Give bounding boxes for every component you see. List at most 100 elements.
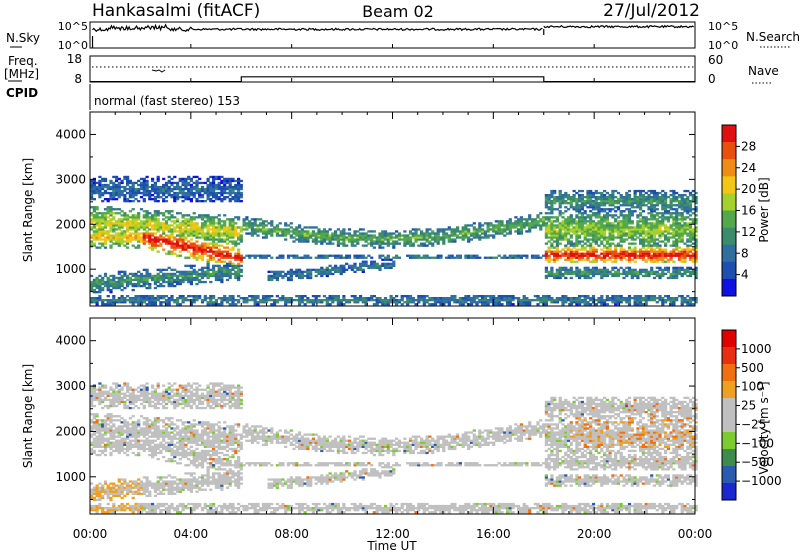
power-cell — [544, 194, 548, 197]
power-cell — [686, 295, 690, 298]
power-cell — [220, 226, 224, 229]
power-cell — [145, 234, 149, 237]
power-cell — [594, 222, 598, 225]
power-cell — [652, 196, 657, 199]
power-cell — [616, 295, 621, 298]
power-cell — [572, 189, 576, 193]
power-cell — [237, 187, 241, 191]
power-cell — [370, 297, 374, 300]
power-cell — [403, 234, 407, 237]
power-cell — [686, 244, 690, 247]
power-cell — [505, 226, 510, 229]
power-cell — [619, 295, 623, 298]
power-cell — [212, 244, 216, 247]
power-cell — [630, 230, 634, 233]
power-cell — [115, 175, 119, 179]
power-cell — [497, 295, 501, 298]
power-cell — [145, 272, 149, 276]
power-cell — [206, 244, 210, 247]
power-cell — [591, 191, 596, 195]
power-cell — [239, 187, 243, 191]
power-cell — [206, 179, 210, 183]
power-cell — [181, 278, 185, 282]
power-cell — [300, 276, 304, 280]
power-cell — [156, 228, 160, 231]
power-cell — [117, 208, 121, 211]
power-cell — [550, 274, 554, 278]
power-cell — [436, 254, 440, 257]
power-cell — [658, 297, 662, 300]
power-cell — [289, 226, 293, 229]
power-cell — [558, 299, 562, 302]
power-cell — [209, 280, 213, 284]
power-cell — [572, 254, 576, 257]
power-cell — [675, 276, 679, 280]
power-cell — [600, 236, 604, 239]
power-cell — [569, 256, 573, 259]
power-cell — [605, 220, 609, 223]
power-cell — [566, 216, 571, 219]
power-cell — [134, 299, 138, 302]
power-cell — [151, 216, 155, 219]
power-cell — [317, 256, 321, 259]
power-cell — [522, 226, 526, 229]
power-cell — [345, 256, 349, 259]
power-cell — [145, 187, 149, 191]
power-cell — [622, 196, 626, 199]
power-cell — [614, 258, 618, 261]
power-cell — [603, 244, 607, 247]
power-cell — [464, 301, 468, 304]
power-cell — [614, 196, 618, 199]
power-cell — [569, 236, 573, 239]
power-cell — [101, 234, 105, 237]
power-cell — [217, 222, 221, 225]
power-cell — [212, 268, 216, 271]
power-cell — [145, 222, 149, 225]
power-cell — [603, 254, 607, 257]
power-cell — [137, 297, 141, 300]
power-cell — [630, 238, 634, 241]
power-cell — [641, 189, 645, 193]
noise-left-tick-bottom: 10^0 — [58, 39, 88, 52]
power-cell — [420, 232, 424, 235]
power-cell — [167, 276, 171, 280]
power-cell — [420, 234, 424, 237]
power-cell — [594, 232, 598, 235]
power-cell — [555, 272, 559, 276]
power-cell — [392, 260, 396, 263]
power-cell — [320, 270, 324, 273]
power-cell — [555, 274, 559, 278]
power-cell — [591, 222, 596, 225]
power-cell — [425, 228, 429, 231]
power-cell — [378, 254, 382, 257]
power-cell — [450, 297, 454, 300]
power-cell — [569, 303, 573, 306]
power-cell — [558, 274, 562, 278]
power-cell — [611, 301, 615, 304]
power-cell — [688, 214, 693, 217]
power-cell — [639, 248, 643, 251]
power-cell — [564, 230, 568, 233]
power-cell — [680, 196, 684, 199]
power-cell — [561, 303, 565, 306]
power-cell — [622, 198, 626, 201]
power-cell — [117, 299, 121, 302]
power-cell — [652, 260, 657, 263]
power-cell — [214, 232, 218, 235]
power-cell — [325, 242, 329, 245]
power-cell — [383, 234, 388, 237]
power-cell — [550, 204, 554, 207]
power-cell — [178, 179, 182, 183]
power-cell — [625, 232, 629, 235]
power-cell — [356, 234, 360, 237]
power-cell — [126, 181, 130, 185]
power-cell — [544, 230, 548, 233]
power-cell — [528, 214, 532, 217]
power-cell — [203, 189, 207, 193]
power-cell — [392, 246, 396, 249]
power-cell — [594, 198, 598, 201]
power-cell — [433, 303, 437, 306]
power-cell — [284, 303, 288, 306]
power-cell — [237, 258, 241, 261]
power-cell — [339, 256, 343, 259]
